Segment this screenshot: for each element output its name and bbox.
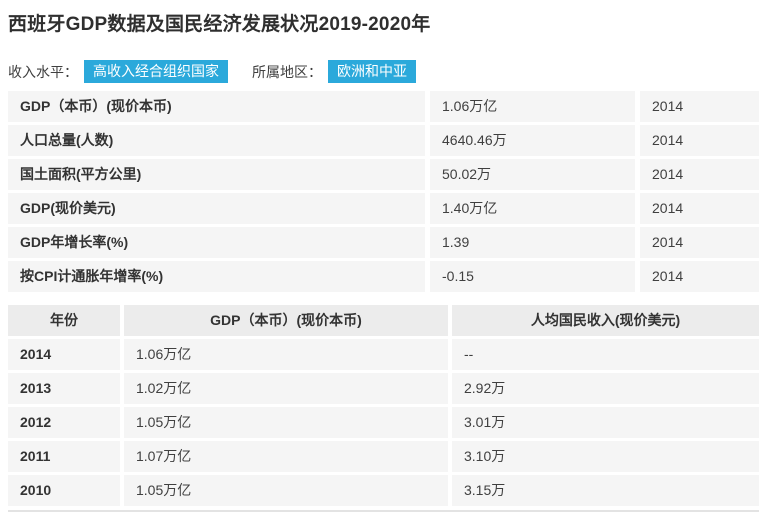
header-gdp: GDP（本币）(现价本币) [124,305,448,336]
table-row: 2011 1.07万亿 3.10万 [8,441,759,472]
table-row: 国土面积(平方公里) 50.02万 2014 [8,159,759,190]
indicator-year: 2014 [640,159,759,190]
table-header-row: 年份 GDP（本币）(现价本币) 人均国民收入(现价美元) [8,305,759,336]
indicator-year: 2014 [640,261,759,292]
header-year: 年份 [8,305,120,336]
indicator-value: 4640.46万 [430,125,635,156]
history-income: 3.10万 [452,441,759,472]
history-year: 2014 [8,339,120,370]
indicator-label: GDP年增长率(%) [8,227,425,258]
indicator-value: 1.40万亿 [430,193,635,224]
table-row: 按CPI计通胀年增率(%) -0.15 2014 [8,261,759,292]
income-level-badge[interactable]: 高收入经合组织国家 [84,60,228,83]
history-year: 2013 [8,373,120,404]
table-row: 2013 1.02万亿 2.92万 [8,373,759,404]
indicator-value: 1.06万亿 [430,91,635,122]
table-row: 2014 1.06万亿 -- [8,339,759,370]
table-row: GDP年增长率(%) 1.39 2014 [8,227,759,258]
indicator-value: 50.02万 [430,159,635,190]
history-income: 3.01万 [452,407,759,438]
history-gdp: 1.06万亿 [124,339,448,370]
indicator-year: 2014 [640,193,759,224]
history-income: 3.15万 [452,475,759,506]
history-income: -- [452,339,759,370]
table-row: 2010 1.05万亿 3.15万 [8,475,759,506]
indicator-label: GDP（本币）(现价本币) [8,91,425,122]
table-row: 人口总量(人数) 4640.46万 2014 [8,125,759,156]
indicator-year: 2014 [640,125,759,156]
country-meta-row: 收入水平： 高收入经合组织国家 所属地区： 欧洲和中亚 [8,60,759,83]
history-year: 2010 [8,475,120,506]
history-gdp: 1.05万亿 [124,407,448,438]
indicator-value: 1.39 [430,227,635,258]
table-row: 2012 1.05万亿 3.01万 [8,407,759,438]
indicator-table: GDP（本币）(现价本币) 1.06万亿 2014 人口总量(人数) 4640.… [8,91,759,292]
page-title: 西班牙GDP数据及国民经济发展状况2019-2020年 [8,14,431,35]
history-gdp: 1.02万亿 [124,373,448,404]
history-gdp: 1.07万亿 [124,441,448,472]
history-gdp: 1.05万亿 [124,475,448,506]
history-year: 2012 [8,407,120,438]
indicator-value: -0.15 [430,261,635,292]
table-row: GDP(现价美元) 1.40万亿 2014 [8,193,759,224]
history-table: 年份 GDP（本币）(现价本币) 人均国民收入(现价美元) 2014 1.06万… [8,305,759,506]
income-level-label: 收入水平： [8,63,78,80]
indicator-label: 按CPI计通胀年增率(%) [8,261,425,292]
bottom-divider [8,510,759,512]
region-badge[interactable]: 欧洲和中亚 [328,60,416,83]
indicator-year: 2014 [640,91,759,122]
indicator-label: GDP(现价美元) [8,193,425,224]
table-row: GDP（本币）(现价本币) 1.06万亿 2014 [8,91,759,122]
indicator-label: 国土面积(平方公里) [8,159,425,190]
indicator-label: 人口总量(人数) [8,125,425,156]
region-label: 所属地区： [252,63,322,80]
history-year: 2011 [8,441,120,472]
header-income: 人均国民收入(现价美元) [452,305,759,336]
indicator-year: 2014 [640,227,759,258]
history-income: 2.92万 [452,373,759,404]
